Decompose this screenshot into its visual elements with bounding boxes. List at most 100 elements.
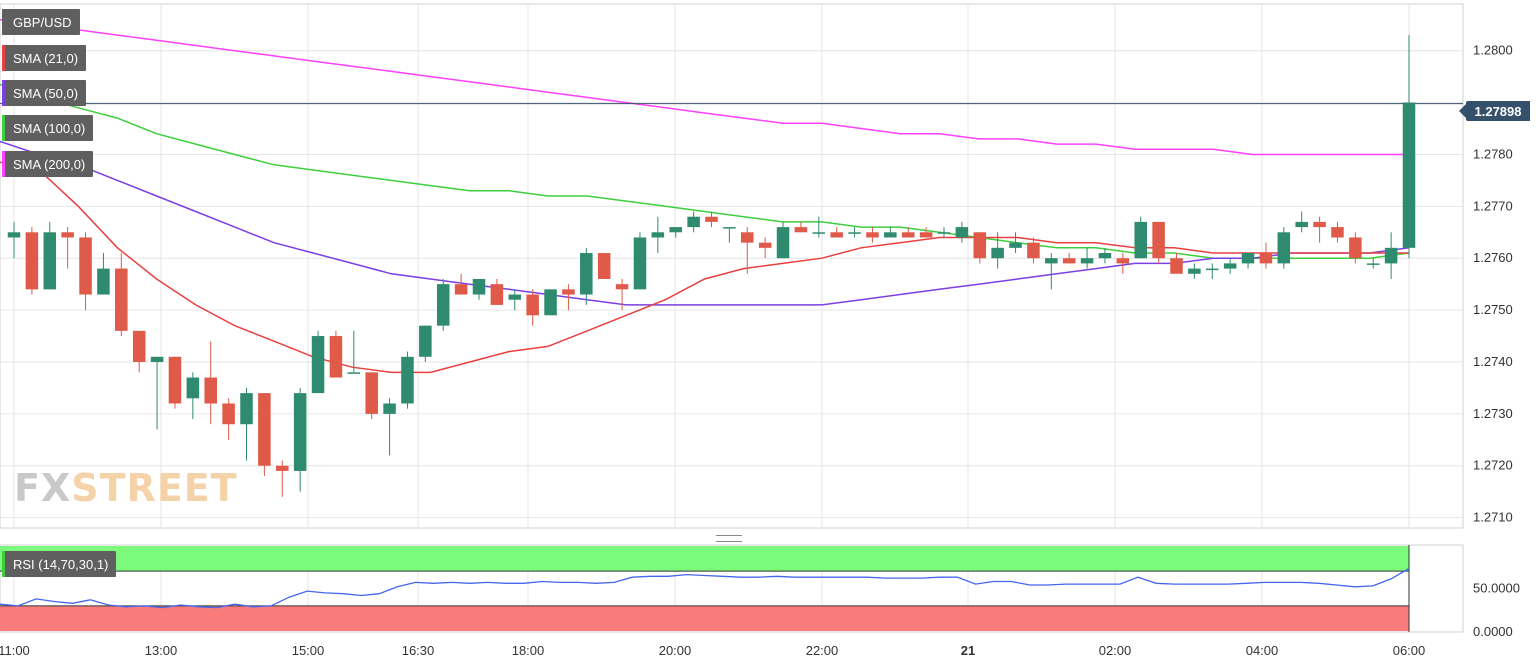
candle — [97, 253, 110, 295]
candle — [1009, 232, 1022, 254]
y-tick-label: 1.2740 — [1473, 354, 1513, 369]
candle — [848, 227, 861, 238]
candle — [1384, 232, 1398, 279]
candle-body — [1277, 232, 1291, 264]
candle — [1134, 216, 1147, 259]
candle — [472, 278, 486, 300]
rsi-text: RSI (14,70,30,1) — [13, 556, 109, 572]
candle — [812, 216, 826, 238]
candle — [204, 341, 217, 425]
sma-50-swatch — [2, 80, 5, 106]
candle — [25, 227, 39, 295]
rsi-oversold-band — [0, 605, 1409, 631]
candle-body — [1045, 258, 1058, 264]
candle — [687, 211, 700, 233]
candle-body — [901, 232, 915, 238]
rsi-label[interactable]: RSI (14,70,30,1) — [2, 551, 117, 577]
candle — [615, 278, 629, 311]
sma-100-text: SMA (100,0) — [13, 120, 86, 136]
candle-body — [687, 216, 700, 228]
candle — [168, 356, 182, 409]
y-tick-label: 1.2780 — [1473, 146, 1513, 161]
candle — [866, 227, 879, 243]
candle — [1331, 221, 1344, 243]
rsi-series-line — [0, 567, 1410, 609]
candle-body — [1295, 221, 1308, 228]
candle-body — [150, 356, 164, 362]
candle-body — [776, 227, 790, 259]
candle-body — [1188, 268, 1201, 274]
y-tick-label: 1.2770 — [1473, 198, 1513, 213]
candle — [830, 227, 843, 238]
candle-body — [1349, 237, 1362, 259]
candle-body — [1062, 258, 1076, 264]
candle-body — [1080, 258, 1094, 264]
current-price-badge: 1.27898 — [1459, 101, 1530, 121]
candle-body — [830, 232, 843, 238]
candle — [1223, 258, 1237, 274]
candle — [544, 289, 557, 316]
candle-body — [401, 356, 414, 404]
candle-body — [132, 330, 146, 362]
x-tick-label: 11:00 — [0, 643, 30, 658]
candles — [7, 35, 1416, 497]
candle — [1152, 221, 1165, 264]
x-tick-label: 02:00 — [1099, 643, 1132, 658]
candle-body — [615, 284, 629, 290]
pane-resize-handle[interactable] — [716, 535, 742, 542]
candle-body — [1152, 221, 1165, 259]
candle — [1027, 237, 1040, 264]
candle-body — [472, 278, 486, 295]
candle-body — [61, 232, 74, 238]
candle — [490, 278, 504, 305]
symbol-label[interactable]: GBP/USD — [2, 9, 80, 35]
x-tick-label: 06:00 — [1393, 643, 1426, 658]
x-tick-label: 15:00 — [292, 643, 325, 658]
candle — [1241, 253, 1255, 269]
candle — [955, 221, 969, 243]
candle — [580, 247, 593, 305]
rsi-bands — [0, 545, 1410, 632]
x-tick-label: 22:00 — [806, 643, 839, 658]
candle — [132, 330, 146, 373]
x-tick-label: 04:00 — [1246, 643, 1279, 658]
sma-100-label[interactable]: SMA (100,0) — [2, 115, 94, 141]
candle-body — [365, 372, 378, 414]
y-tick-label: 1.2800 — [1473, 43, 1513, 58]
candle-body — [651, 232, 665, 238]
sma-21-label[interactable]: SMA (21,0) — [2, 45, 87, 71]
y-tick-label: 1.2720 — [1473, 458, 1513, 473]
candle-body — [1223, 263, 1237, 269]
candle — [1259, 242, 1273, 269]
candle — [901, 227, 915, 238]
candle-body — [848, 232, 861, 234]
candle-body — [258, 393, 271, 466]
candle-body — [705, 216, 718, 222]
candle — [454, 273, 468, 295]
candle — [7, 221, 21, 259]
candle-body — [812, 232, 826, 234]
candle-body — [866, 232, 879, 238]
candle-body — [1259, 253, 1273, 264]
candle-body — [43, 232, 57, 290]
candle — [258, 393, 271, 477]
candle-body — [490, 284, 504, 305]
candle-body — [276, 465, 289, 471]
candle — [222, 398, 235, 440]
candle — [365, 372, 378, 420]
sma-200-label[interactable]: SMA (200,0) — [2, 151, 94, 177]
y-tick-label: 1.2760 — [1473, 250, 1513, 265]
candle — [1045, 253, 1058, 290]
candle-body — [454, 284, 468, 295]
candle — [723, 227, 736, 243]
candle-body — [741, 232, 754, 243]
candle-body — [1170, 258, 1183, 274]
candle — [991, 232, 1004, 269]
sma-50-label[interactable]: SMA (50,0) — [2, 80, 87, 106]
candle — [1116, 253, 1130, 274]
sma-21-text: SMA (21,0) — [13, 50, 79, 66]
symbol-swatch — [2, 9, 5, 35]
candle — [1098, 247, 1112, 264]
candle — [919, 227, 933, 238]
